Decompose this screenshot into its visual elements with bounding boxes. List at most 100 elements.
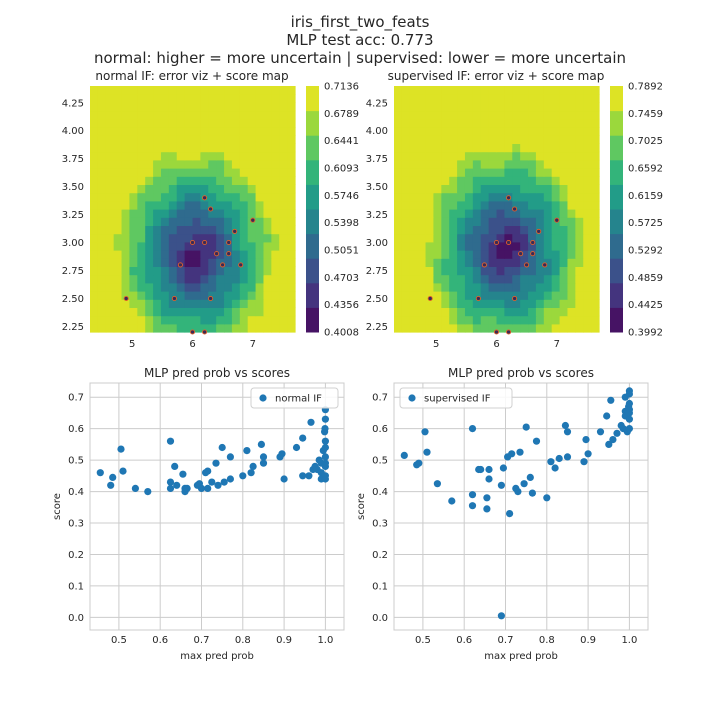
score-map-cell bbox=[457, 274, 466, 284]
score-map-cell bbox=[145, 250, 154, 259]
y-tick-label: 0.7 bbox=[68, 393, 84, 404]
score-map-cell bbox=[255, 241, 265, 251]
score-map-cell bbox=[488, 168, 498, 177]
score-map-cell bbox=[176, 307, 186, 317]
data-point bbox=[197, 484, 206, 492]
score-map-cell bbox=[153, 118, 162, 128]
score-map-cell bbox=[543, 168, 553, 177]
score-map-cell bbox=[575, 94, 584, 103]
score-map-cell bbox=[559, 127, 569, 136]
score-map-cell bbox=[425, 217, 435, 226]
score-map-cell bbox=[200, 94, 209, 103]
score-map-cell bbox=[168, 118, 178, 128]
score-map-cell bbox=[208, 159, 217, 169]
score-map-cell bbox=[528, 192, 537, 202]
score-map-cell bbox=[417, 151, 427, 161]
score-map-cell bbox=[559, 225, 569, 235]
score-map-cell bbox=[433, 291, 442, 300]
error-point bbox=[189, 239, 196, 246]
score-map-cell bbox=[208, 250, 217, 259]
heatmap-supervised-title: supervised IF: error viz + score map bbox=[388, 69, 605, 83]
suptitle-line-2: MLP test acc: 0.773 bbox=[286, 31, 433, 49]
score-map-cell bbox=[279, 143, 288, 153]
score-map-cell bbox=[520, 184, 529, 194]
data-point bbox=[423, 448, 431, 456]
score-map-cell bbox=[401, 151, 411, 161]
score-map-cell bbox=[575, 102, 584, 112]
score-map-cell bbox=[472, 135, 482, 144]
score-map-cell bbox=[433, 323, 442, 333]
score-map-cell bbox=[279, 127, 288, 136]
score-map-cell bbox=[480, 159, 490, 169]
score-map-cell bbox=[263, 102, 272, 112]
score-map-cell bbox=[464, 217, 474, 226]
score-map-cell bbox=[535, 135, 545, 144]
score-map-cell bbox=[504, 225, 513, 235]
score-map-cell bbox=[247, 200, 257, 210]
score-map-cell bbox=[520, 323, 529, 333]
score-map-cell bbox=[394, 225, 403, 235]
score-map-cell bbox=[216, 192, 225, 202]
score-map-cell bbox=[263, 323, 272, 333]
score-map-cell bbox=[255, 151, 265, 161]
score-map-cell bbox=[105, 118, 115, 128]
error-point bbox=[506, 329, 512, 335]
score-map-cell bbox=[535, 233, 545, 243]
score-map-cell bbox=[464, 200, 474, 210]
score-map-cell bbox=[433, 315, 442, 325]
score-map-cell bbox=[464, 315, 474, 325]
score-map-cell bbox=[224, 192, 233, 202]
score-map-cell bbox=[591, 241, 600, 251]
y-tick-label: 0.3 bbox=[372, 519, 388, 530]
score-map-cell bbox=[153, 217, 162, 226]
score-map-cell bbox=[224, 233, 233, 243]
score-map-cell bbox=[176, 168, 186, 177]
score-map-cell bbox=[224, 315, 233, 325]
score-map-cell bbox=[129, 241, 138, 251]
score-map-cell bbox=[231, 86, 241, 95]
score-map-cell bbox=[279, 315, 288, 325]
score-map-cell bbox=[168, 299, 178, 308]
score-map-cell bbox=[464, 266, 474, 276]
score-map-cell bbox=[409, 135, 419, 144]
score-map-cell bbox=[271, 282, 280, 292]
error-point bbox=[171, 295, 177, 302]
score-map-cell bbox=[425, 168, 435, 177]
score-map-cell bbox=[464, 307, 474, 317]
score-map-cell bbox=[567, 225, 576, 235]
score-map-cell bbox=[535, 168, 545, 177]
score-map-cell bbox=[279, 159, 288, 169]
score-map-cell bbox=[575, 209, 584, 218]
score-map-cell bbox=[271, 258, 280, 267]
score-map-cell bbox=[184, 192, 194, 202]
score-map-cell bbox=[208, 307, 217, 317]
score-map-cell bbox=[591, 299, 600, 308]
score-map-cell bbox=[176, 241, 186, 251]
y-tick-label: 0.0 bbox=[372, 613, 388, 624]
score-map-cell bbox=[168, 151, 178, 161]
score-map-cell bbox=[279, 102, 288, 112]
data-point bbox=[613, 429, 621, 437]
score-map-cell bbox=[575, 86, 584, 95]
score-map-cell bbox=[113, 266, 123, 276]
colorbar-band bbox=[610, 233, 623, 259]
score-map-cell bbox=[559, 250, 569, 259]
score-map-cell bbox=[496, 102, 505, 112]
score-map-cell bbox=[591, 225, 600, 235]
score-map-cell bbox=[567, 127, 576, 136]
score-map-cell bbox=[231, 266, 241, 276]
score-map-cell bbox=[208, 209, 217, 218]
score-map-cell bbox=[239, 94, 249, 103]
score-map-cell bbox=[457, 151, 466, 161]
score-map-cell bbox=[97, 151, 107, 161]
score-map-cell bbox=[567, 299, 576, 308]
score-map-cell bbox=[488, 217, 498, 226]
score-map-cell bbox=[464, 274, 474, 284]
data-point bbox=[299, 434, 307, 442]
score-map-cell bbox=[263, 192, 272, 202]
score-map-cell bbox=[535, 217, 545, 226]
score-map-cell bbox=[90, 241, 99, 251]
colorbar-band bbox=[610, 258, 623, 284]
score-map-cell bbox=[137, 315, 146, 325]
score-map-cell bbox=[231, 209, 241, 218]
